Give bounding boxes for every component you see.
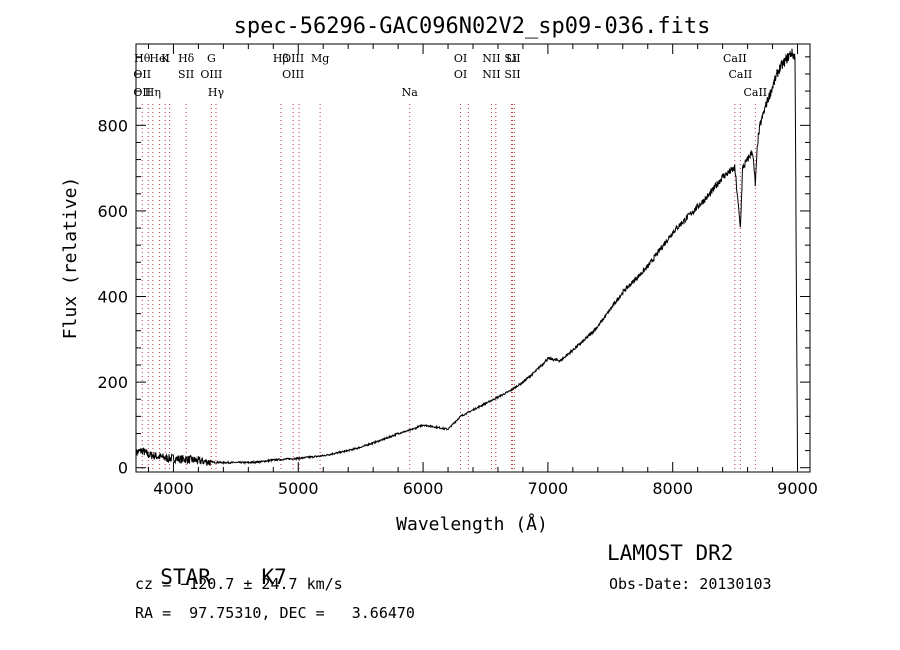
- object-subclass: K7: [261, 565, 287, 589]
- y-tick-label: 800: [97, 116, 128, 135]
- y-tick-label: 200: [97, 373, 128, 392]
- spectral-line-label: Hγ: [208, 86, 225, 99]
- object-class: STAR: [160, 565, 211, 589]
- spectral-line-label: Hδ: [178, 52, 195, 65]
- y-tick-label: 0: [118, 459, 128, 478]
- x-tick-label: 6000: [403, 479, 444, 498]
- y-axis-ticks: 0 200 400 600 800: [97, 56, 810, 478]
- spectral-line-label: CaII: [729, 68, 753, 81]
- coordinates-readout: RA = 97.75310, DEC = 3.66470: [135, 604, 415, 622]
- x-tick-label: 8000: [652, 479, 693, 498]
- spectral-line-label: Hβ: [273, 52, 289, 65]
- spectral-line-label: OII: [133, 86, 151, 99]
- x-axis-label: Wavelength (Å): [396, 513, 548, 535]
- spectral-line-label: Mg: [311, 52, 329, 65]
- spectral-line-markers: [141, 104, 756, 472]
- survey-name: LAMOST DR2: [607, 541, 734, 565]
- spectral-line-label: OIII: [282, 52, 304, 65]
- spectral-line-label: OIII: [200, 68, 222, 81]
- spectral-line-label: Na: [402, 86, 419, 99]
- spectral-line-label: NII: [482, 52, 500, 65]
- spectral-line-label: NII: [482, 68, 500, 81]
- x-tick-label: 7000: [528, 479, 569, 498]
- spectral-line-label: CaII: [723, 52, 747, 65]
- spectral-line-label: HeI: [149, 52, 169, 65]
- plot-frame: [135, 43, 811, 473]
- spectral-line-label: OII: [133, 68, 151, 81]
- spectral-line-label: G: [207, 52, 216, 65]
- chart-title: spec-56296-GAC096N02V2_sp09-036.fits: [234, 14, 711, 39]
- spectral-line-label: Hθ: [134, 52, 151, 65]
- spectral-line-label: CaII: [743, 86, 767, 99]
- spectral-line-label: SII: [504, 52, 520, 65]
- y-axis-label: Flux (relative): [60, 177, 81, 340]
- x-tick-label: 9000: [777, 479, 818, 498]
- x-axis-ticks: 4000 5000 6000 7000 8000 9000: [147, 44, 818, 498]
- spectral-line-label: Hη: [145, 86, 161, 99]
- spectrum-series-line: [135, 48, 798, 468]
- spectral-line-label: SII: [178, 68, 194, 81]
- y-tick-label: 600: [97, 202, 128, 221]
- spectral-line-label: OI: [454, 52, 467, 65]
- y-tick-label: 400: [97, 288, 128, 307]
- observation-date: Obs-Date: 20130103: [609, 575, 772, 593]
- x-tick-label: 5000: [278, 479, 319, 498]
- x-tick-label: 4000: [153, 479, 194, 498]
- redshift-readout: cz = −120.7 ± 24.7 km/s: [135, 575, 343, 593]
- spectral-line-label: SII: [504, 68, 520, 81]
- spectral-line-label: K: [161, 52, 170, 65]
- spectral-line-label: Li: [506, 52, 517, 65]
- spectral-line-label: OI: [454, 68, 467, 81]
- spectral-line-label: OIII: [282, 68, 304, 81]
